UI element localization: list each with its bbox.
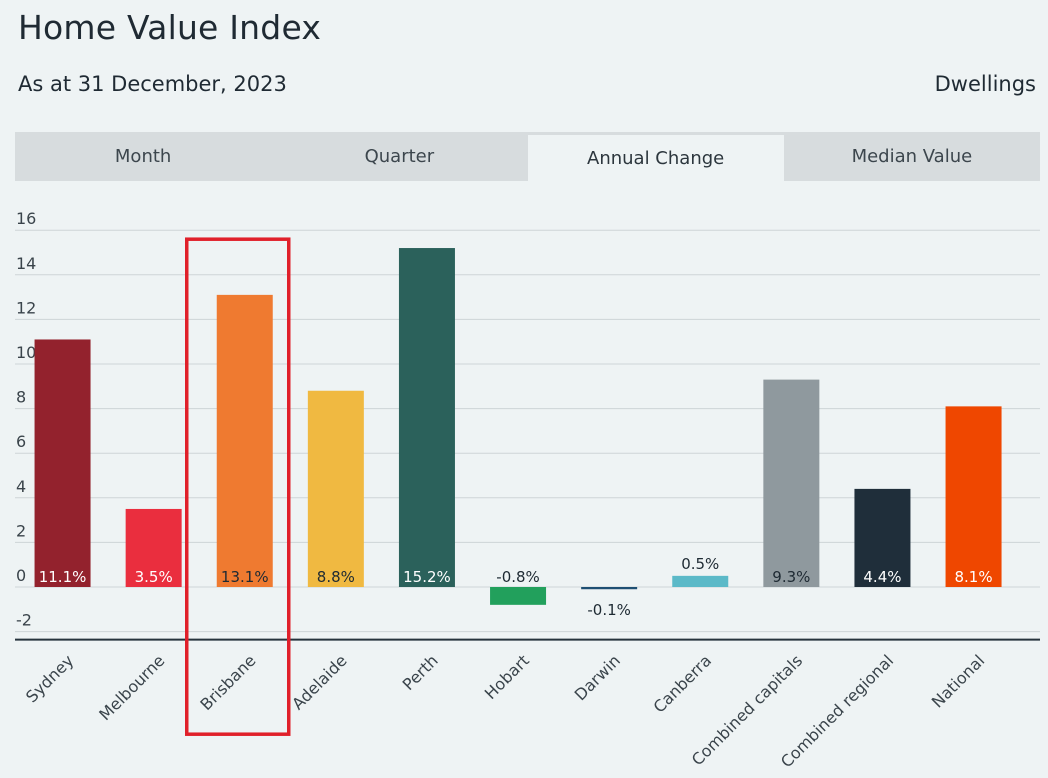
y-tick-label: 4 bbox=[16, 477, 26, 496]
tab-quarter[interactable]: Quarter bbox=[364, 146, 435, 167]
y-tick-label: 8 bbox=[16, 388, 26, 407]
bar-darwin bbox=[581, 587, 638, 590]
y-tick-label: 12 bbox=[16, 298, 36, 317]
bar-canberra bbox=[672, 575, 729, 587]
x-tick-label: Melbourne bbox=[95, 651, 168, 724]
bar-national bbox=[945, 406, 1002, 587]
y-tick-label: 6 bbox=[16, 432, 26, 451]
page-title: Home Value Index bbox=[18, 8, 322, 47]
data-label: 13.1% bbox=[221, 568, 269, 586]
x-tick-label: Hobart bbox=[481, 651, 533, 703]
y-tick-label: 14 bbox=[16, 254, 36, 273]
dwelling-type-label: Dwellings bbox=[934, 72, 1036, 96]
y-tick-label: 10 bbox=[16, 343, 36, 362]
bar-chart: -2 0 2 4 6 8 10 12 14 16 11.1% Sydney 3.5% Melbourne 1… bbox=[15, 209, 1040, 771]
y-tick-label: 0 bbox=[16, 566, 26, 585]
bar-adelaide bbox=[307, 390, 364, 587]
bar-hobart bbox=[490, 587, 547, 605]
tab-month[interactable]: Month bbox=[114, 146, 172, 167]
data-label: 15.2% bbox=[403, 568, 451, 586]
data-label: 4.4% bbox=[863, 568, 901, 586]
data-label: 8.1% bbox=[954, 568, 992, 586]
x-tick-label: Canberra bbox=[649, 651, 715, 717]
x-tick-label: Adelaide bbox=[288, 651, 350, 713]
date-subtitle: As at 31 December, 2023 bbox=[18, 72, 287, 96]
tab-bar: Month Quarter Annual Change Median Value bbox=[15, 132, 1040, 181]
x-tick-label: Darwin bbox=[571, 651, 624, 704]
tab-median-value[interactable]: Median Value bbox=[851, 146, 973, 167]
x-tick-label: National bbox=[928, 651, 989, 712]
bar-melbourne bbox=[125, 508, 182, 587]
highlight-box bbox=[185, 237, 291, 736]
y-tick-label: -2 bbox=[16, 611, 32, 630]
bar-sydney bbox=[34, 339, 91, 587]
data-label: 0.5% bbox=[681, 555, 719, 573]
data-label: -0.1% bbox=[587, 601, 631, 619]
data-label: 9.3% bbox=[772, 568, 810, 586]
data-label: -0.8% bbox=[496, 568, 540, 586]
y-tick-label: 2 bbox=[16, 521, 26, 540]
data-label: 8.8% bbox=[317, 568, 355, 586]
bar-brisbane bbox=[216, 294, 273, 587]
bar-combined-capitals bbox=[763, 379, 820, 587]
bar-perth bbox=[398, 248, 455, 587]
tab-annual-change[interactable]: Annual Change bbox=[527, 135, 784, 181]
x-tick-label: Brisbane bbox=[196, 651, 259, 714]
x-tick-label: Perth bbox=[399, 651, 442, 694]
x-tick-label: Sydney bbox=[22, 651, 77, 706]
y-tick-label: 16 bbox=[16, 209, 36, 228]
data-label: 3.5% bbox=[135, 568, 173, 586]
data-label: 11.1% bbox=[39, 568, 87, 586]
bar-combined-regional bbox=[854, 488, 911, 587]
